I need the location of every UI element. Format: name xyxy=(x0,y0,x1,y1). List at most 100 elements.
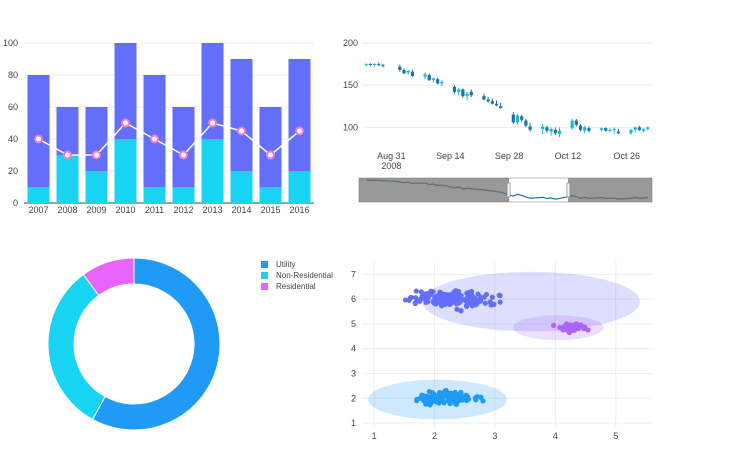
scatter-point[interactable] xyxy=(414,398,420,404)
candle-body[interactable] xyxy=(545,127,549,131)
candle-body[interactable] xyxy=(494,103,499,106)
line-point[interactable] xyxy=(92,150,101,160)
candle-body[interactable] xyxy=(440,81,444,84)
scatter-point[interactable] xyxy=(420,394,426,400)
candle-body[interactable] xyxy=(604,128,608,131)
candle-body[interactable] xyxy=(574,120,578,125)
scatter-point[interactable] xyxy=(424,299,431,305)
bar-segment[interactable] xyxy=(85,107,108,171)
candle-body[interactable] xyxy=(377,64,381,66)
scatter-point[interactable] xyxy=(497,293,503,299)
candle-body[interactable] xyxy=(528,126,532,130)
candle-body[interactable] xyxy=(515,115,520,123)
line-point[interactable] xyxy=(121,118,130,128)
candle-body[interactable] xyxy=(612,129,616,131)
scatter-point[interactable] xyxy=(489,294,495,300)
scatter-point[interactable] xyxy=(571,327,578,333)
bar-segment[interactable] xyxy=(114,139,137,203)
candle-body[interactable] xyxy=(616,131,620,134)
candle-body[interactable] xyxy=(431,78,436,81)
line-point[interactable] xyxy=(266,150,275,160)
bar-segment[interactable] xyxy=(201,43,224,139)
candle-body[interactable] xyxy=(637,127,641,130)
scatter-point[interactable] xyxy=(458,308,464,314)
candle-body[interactable] xyxy=(402,69,406,74)
scatter-point[interactable] xyxy=(431,391,437,397)
candle-body[interactable] xyxy=(608,129,612,131)
scatter-point[interactable] xyxy=(436,299,442,305)
scatter-point[interactable] xyxy=(423,401,429,407)
scatter-point[interactable] xyxy=(402,297,409,303)
scatter-point[interactable] xyxy=(458,389,464,395)
scatter-point[interactable] xyxy=(461,396,467,403)
candle-body[interactable] xyxy=(368,64,373,66)
scatter-point[interactable] xyxy=(425,294,431,300)
scatter-point[interactable] xyxy=(457,394,463,400)
scatter-point[interactable] xyxy=(447,399,453,405)
bar-segment[interactable] xyxy=(143,75,166,187)
scatter-point[interactable] xyxy=(464,303,470,309)
candle-body[interactable] xyxy=(381,64,385,66)
candle-body[interactable] xyxy=(553,129,557,134)
candle-body[interactable] xyxy=(557,130,562,135)
scatter-point[interactable] xyxy=(478,294,484,300)
scatter-point[interactable] xyxy=(444,393,450,400)
rangeslider-handle-right[interactable] xyxy=(566,182,571,198)
candle-body[interactable] xyxy=(641,129,646,131)
scatter-point[interactable] xyxy=(408,294,415,301)
candle-body[interactable] xyxy=(398,66,402,70)
line-point[interactable] xyxy=(237,126,246,136)
candle-body[interactable] xyxy=(524,120,528,126)
scatter-point[interactable] xyxy=(444,293,450,300)
bar-segment[interactable] xyxy=(143,187,166,203)
candle-body[interactable] xyxy=(629,129,633,134)
candle-body[interactable] xyxy=(549,129,553,132)
candle-body[interactable] xyxy=(427,75,431,81)
scatter-point[interactable] xyxy=(448,395,454,401)
scatter-point[interactable] xyxy=(441,400,447,406)
bar-segment[interactable] xyxy=(288,171,311,203)
scatter-point[interactable] xyxy=(482,300,488,306)
candle-body[interactable] xyxy=(436,79,440,84)
scatter-point[interactable] xyxy=(427,402,433,408)
bar-segment[interactable] xyxy=(172,187,195,203)
candle-body[interactable] xyxy=(465,93,469,97)
candle-body[interactable] xyxy=(406,70,410,73)
candle-body[interactable] xyxy=(587,128,591,131)
scatter-point[interactable] xyxy=(497,299,503,305)
scatter-point[interactable] xyxy=(449,298,455,304)
scatter-point[interactable] xyxy=(442,388,448,394)
line-point[interactable] xyxy=(150,134,159,144)
bar-segment[interactable] xyxy=(27,75,50,187)
donut-slice[interactable] xyxy=(91,257,221,431)
candle-body[interactable] xyxy=(520,116,524,120)
line-point[interactable] xyxy=(208,118,217,128)
line-point[interactable] xyxy=(179,150,188,160)
scatter-point[interactable] xyxy=(565,324,571,330)
candle-body[interactable] xyxy=(511,114,515,123)
bar-segment[interactable] xyxy=(56,107,79,155)
bar-segment[interactable] xyxy=(230,171,253,203)
candle-body[interactable] xyxy=(499,106,503,108)
donut-slice[interactable] xyxy=(82,257,135,297)
scatter-point[interactable] xyxy=(418,289,424,295)
bar-segment[interactable] xyxy=(288,59,311,171)
bar-segment[interactable] xyxy=(172,107,195,187)
bar-segment[interactable] xyxy=(259,187,282,203)
candle-body[interactable] xyxy=(541,126,545,130)
candle-body[interactable] xyxy=(599,128,604,130)
bar-segment[interactable] xyxy=(85,171,108,203)
line-point[interactable] xyxy=(34,134,43,144)
candle-body[interactable] xyxy=(457,89,461,92)
scatter-point[interactable] xyxy=(453,298,459,304)
scatter-point[interactable] xyxy=(453,400,460,406)
scatter-point[interactable] xyxy=(488,302,494,308)
candle-body[interactable] xyxy=(461,89,465,97)
bar-segment[interactable] xyxy=(201,139,224,203)
candle-body[interactable] xyxy=(578,125,583,130)
candle-body[interactable] xyxy=(482,96,486,100)
scatter-point[interactable] xyxy=(437,289,443,295)
candle-body[interactable] xyxy=(364,64,368,66)
candle-body[interactable] xyxy=(373,64,377,66)
scatter-point[interactable] xyxy=(468,291,474,298)
